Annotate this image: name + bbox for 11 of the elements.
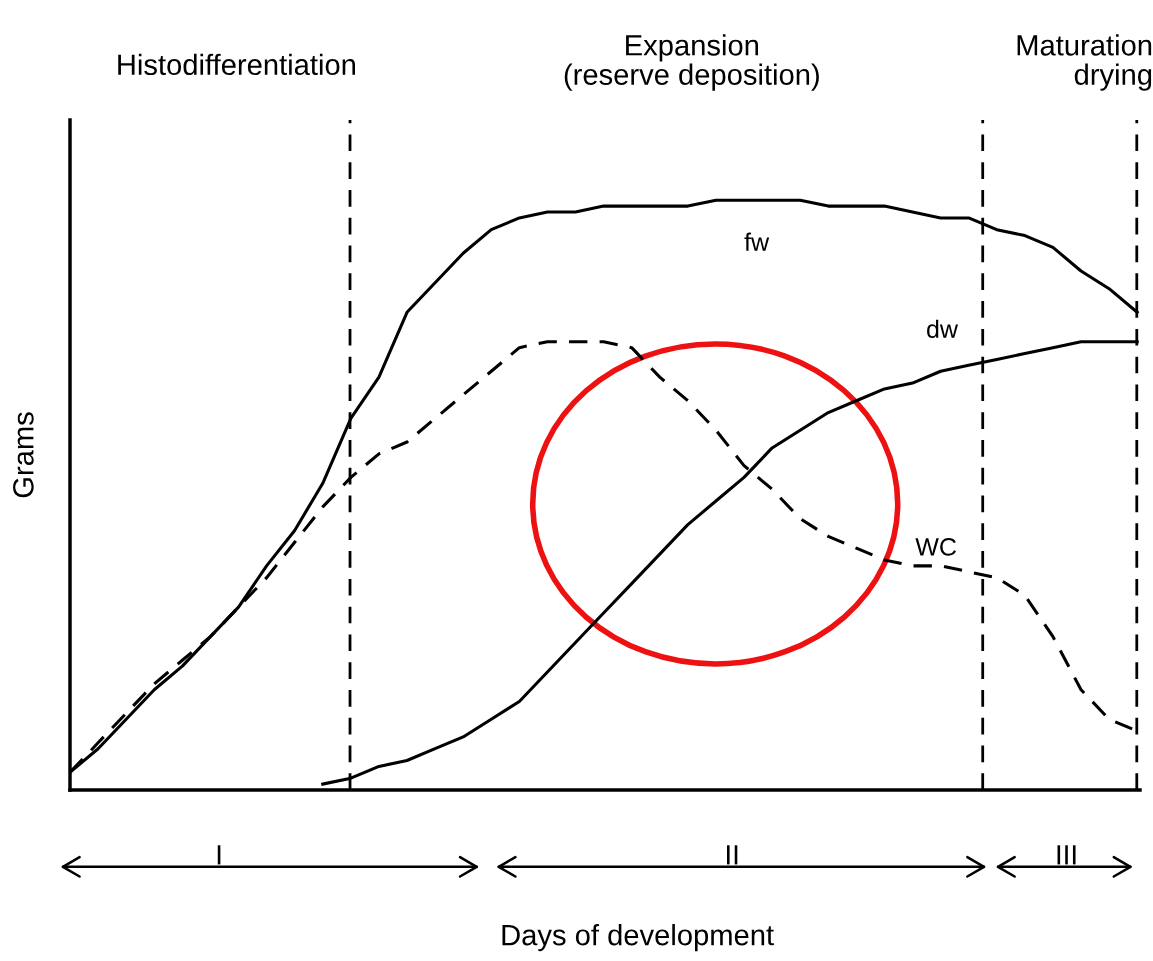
y-axis-title: Grams [13, 412, 34, 498]
text: Expansion (reserve deposition) [564, 34, 819, 91]
series-label: dw [927, 319, 959, 338]
text: III [1057, 845, 1076, 865]
text: Histodifferentiation [118, 53, 356, 76]
text: II [727, 845, 738, 865]
series-label: WC [915, 538, 956, 556]
text: I [217, 845, 221, 865]
series-label: fw [744, 232, 770, 251]
x-axis-title: Days of development [502, 924, 774, 952]
text: Maturation drying [1017, 34, 1152, 91]
